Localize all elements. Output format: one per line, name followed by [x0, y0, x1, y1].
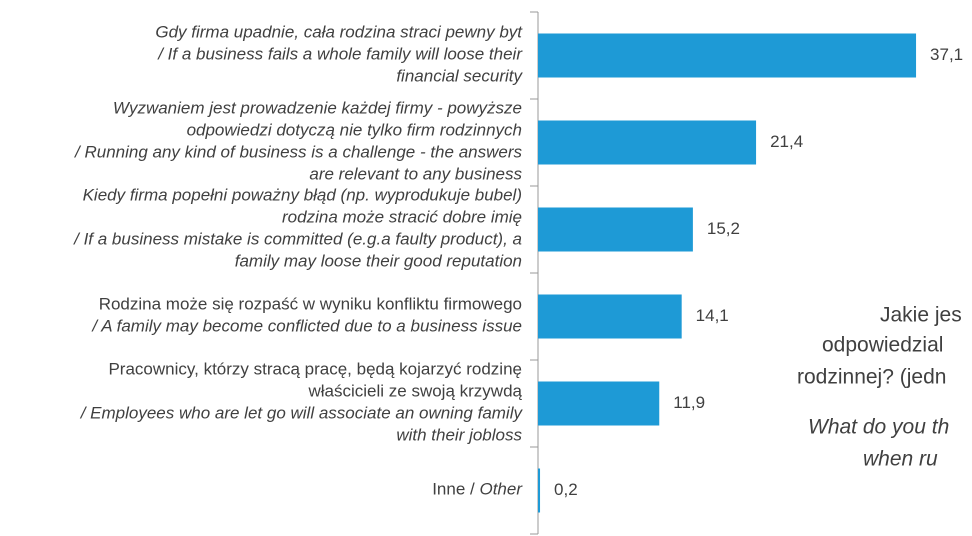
annotation: odpowiedzial: [822, 334, 943, 357]
value-label: 37,1: [930, 45, 963, 64]
label-part: family may loose their good reputation: [235, 252, 522, 271]
category-label: financial security: [396, 67, 523, 86]
annotation: Jakie jes: [880, 304, 962, 327]
label-part: / Employees who are let go will associat…: [80, 404, 524, 423]
category-label: are relevant to any business: [309, 165, 522, 184]
bar: [538, 120, 757, 165]
value-label: 0,2: [554, 480, 578, 499]
bar: [538, 207, 693, 252]
label-part: Gdy firma upadnie, cała rodzina straci p…: [155, 23, 523, 42]
category-label: / If a business fails a whole family wil…: [157, 45, 523, 64]
label-part: Other: [479, 480, 523, 499]
category-label: Rodzina może się rozpaść w wyniku konfli…: [99, 295, 522, 314]
category-label: / If a business mistake is committed (e.…: [73, 230, 522, 249]
label-part: Rodzina może się rozpaść w wyniku konfli…: [99, 295, 522, 314]
value-label: 11,9: [673, 393, 705, 412]
label-part: właścicieli ze swoją krzywdą: [307, 382, 522, 401]
label-part: financial security: [396, 67, 523, 86]
bar: [538, 294, 682, 339]
value-label: 14,1: [696, 306, 729, 325]
value-label: 21,4: [770, 132, 803, 151]
bar: [538, 468, 541, 513]
category-label: Gdy firma upadnie, cała rodzina straci p…: [155, 23, 523, 42]
bar: [538, 381, 660, 426]
category-label: właścicieli ze swoją krzywdą: [307, 382, 522, 401]
label-part: Kiedy firma popełni poważny błąd (np. wy…: [83, 186, 522, 205]
category-label: Kiedy firma popełni poważny błąd (np. wy…: [83, 186, 522, 205]
label-part: are relevant to any business: [309, 165, 522, 184]
label-part: Wyzwaniem jest prowadzenie każdej firmy …: [113, 99, 522, 118]
label-part: / If a business mistake is committed (e.…: [73, 230, 522, 249]
category-label: / A family may become conflicted due to …: [91, 317, 522, 336]
annotation: when ru: [863, 448, 938, 471]
annotation: rodzinnej? (jedn: [797, 366, 946, 389]
category-label: / Employees who are let go will associat…: [80, 404, 524, 423]
category-label: Pracownicy, którzy stracą pracę, będą ko…: [108, 360, 522, 379]
label-part: rodzina może stracić dobre imię: [282, 208, 522, 227]
label-part: / Running any kind of business is a chal…: [74, 143, 522, 162]
bar: [538, 33, 917, 78]
category-label: rodzina może stracić dobre imię: [282, 208, 522, 227]
label-part: Inne /: [432, 480, 479, 499]
label-part: / If a business fails a whole family wil…: [157, 45, 523, 64]
category-label: family may loose their good reputation: [235, 252, 522, 271]
category-label: Wyzwaniem jest prowadzenie każdej firmy …: [113, 99, 522, 118]
annotation: What do you th: [808, 416, 949, 439]
category-label: / Running any kind of business is a chal…: [74, 143, 522, 162]
category-label: Inne / Other: [432, 480, 523, 499]
label-part: odpowiedzi dotyczą nie tylko firm rodzin…: [187, 121, 522, 140]
label-part: with their jobloss: [396, 426, 522, 445]
label-part: Pracownicy, którzy stracą pracę, będą ko…: [108, 360, 522, 379]
label-part: / A family may become conflicted due to …: [91, 317, 522, 336]
value-label: 15,2: [707, 219, 740, 238]
category-label: odpowiedzi dotyczą nie tylko firm rodzin…: [187, 121, 522, 140]
category-label: with their jobloss: [396, 426, 522, 445]
